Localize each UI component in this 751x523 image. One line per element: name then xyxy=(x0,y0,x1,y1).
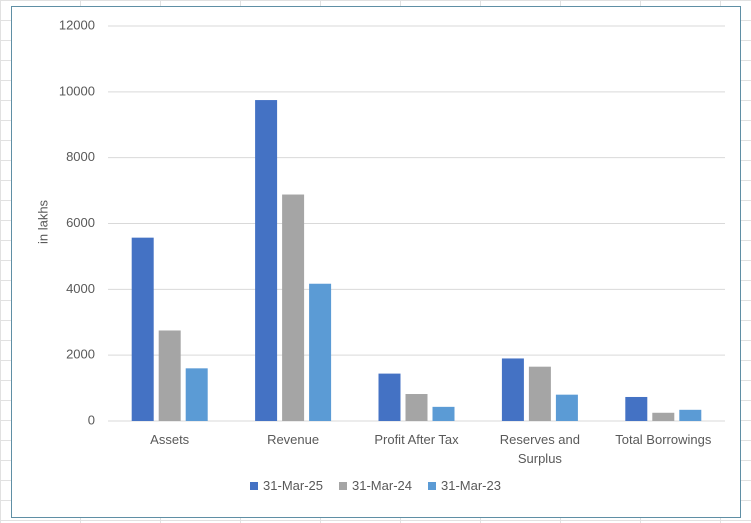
x-tick-label: Assets xyxy=(150,432,190,447)
y-tick-label: 6000 xyxy=(66,215,95,230)
y-tick-label: 10000 xyxy=(59,83,95,98)
bar xyxy=(405,394,428,421)
bar xyxy=(309,283,332,421)
bar xyxy=(555,394,578,421)
legend-swatch xyxy=(250,481,259,490)
y-tick-label: 12000 xyxy=(59,17,95,32)
bar xyxy=(528,366,551,421)
bar xyxy=(679,409,702,421)
legend-label: 31-Mar-23 xyxy=(440,478,501,493)
y-tick-label: 0 xyxy=(88,412,95,427)
x-tick-label: Total Borrowings xyxy=(615,432,712,447)
bar xyxy=(378,373,401,421)
x-tick-label: Reserves and Surplus xyxy=(499,432,580,466)
x-tick-label: Revenue xyxy=(267,432,320,447)
bar xyxy=(131,237,154,421)
legend-item: 31-Mar-25 xyxy=(250,478,323,493)
legend-item: 31-Mar-24 xyxy=(339,478,412,493)
y-tick-label: 8000 xyxy=(66,149,95,164)
legend-swatch xyxy=(339,481,348,490)
y-tick-label: 4000 xyxy=(66,281,95,296)
legend-label: 31-Mar-25 xyxy=(263,478,324,493)
bar xyxy=(501,358,524,421)
legend-swatch xyxy=(427,481,436,490)
bar xyxy=(185,368,208,421)
bar xyxy=(158,330,181,421)
x-tick-label: Profit After Tax xyxy=(374,432,459,447)
y-axis-label: in lakhs xyxy=(35,199,50,244)
bar xyxy=(282,194,305,421)
bar xyxy=(255,100,278,421)
bar xyxy=(625,396,648,421)
legend-item: 31-Mar-23 xyxy=(427,478,501,493)
y-tick-label: 2000 xyxy=(66,347,95,362)
bar xyxy=(652,412,675,421)
bar xyxy=(432,406,455,421)
legend: 31-Mar-25 31-Mar-24 31-Mar-23 xyxy=(0,478,751,493)
legend-label: 31-Mar-24 xyxy=(352,478,412,493)
